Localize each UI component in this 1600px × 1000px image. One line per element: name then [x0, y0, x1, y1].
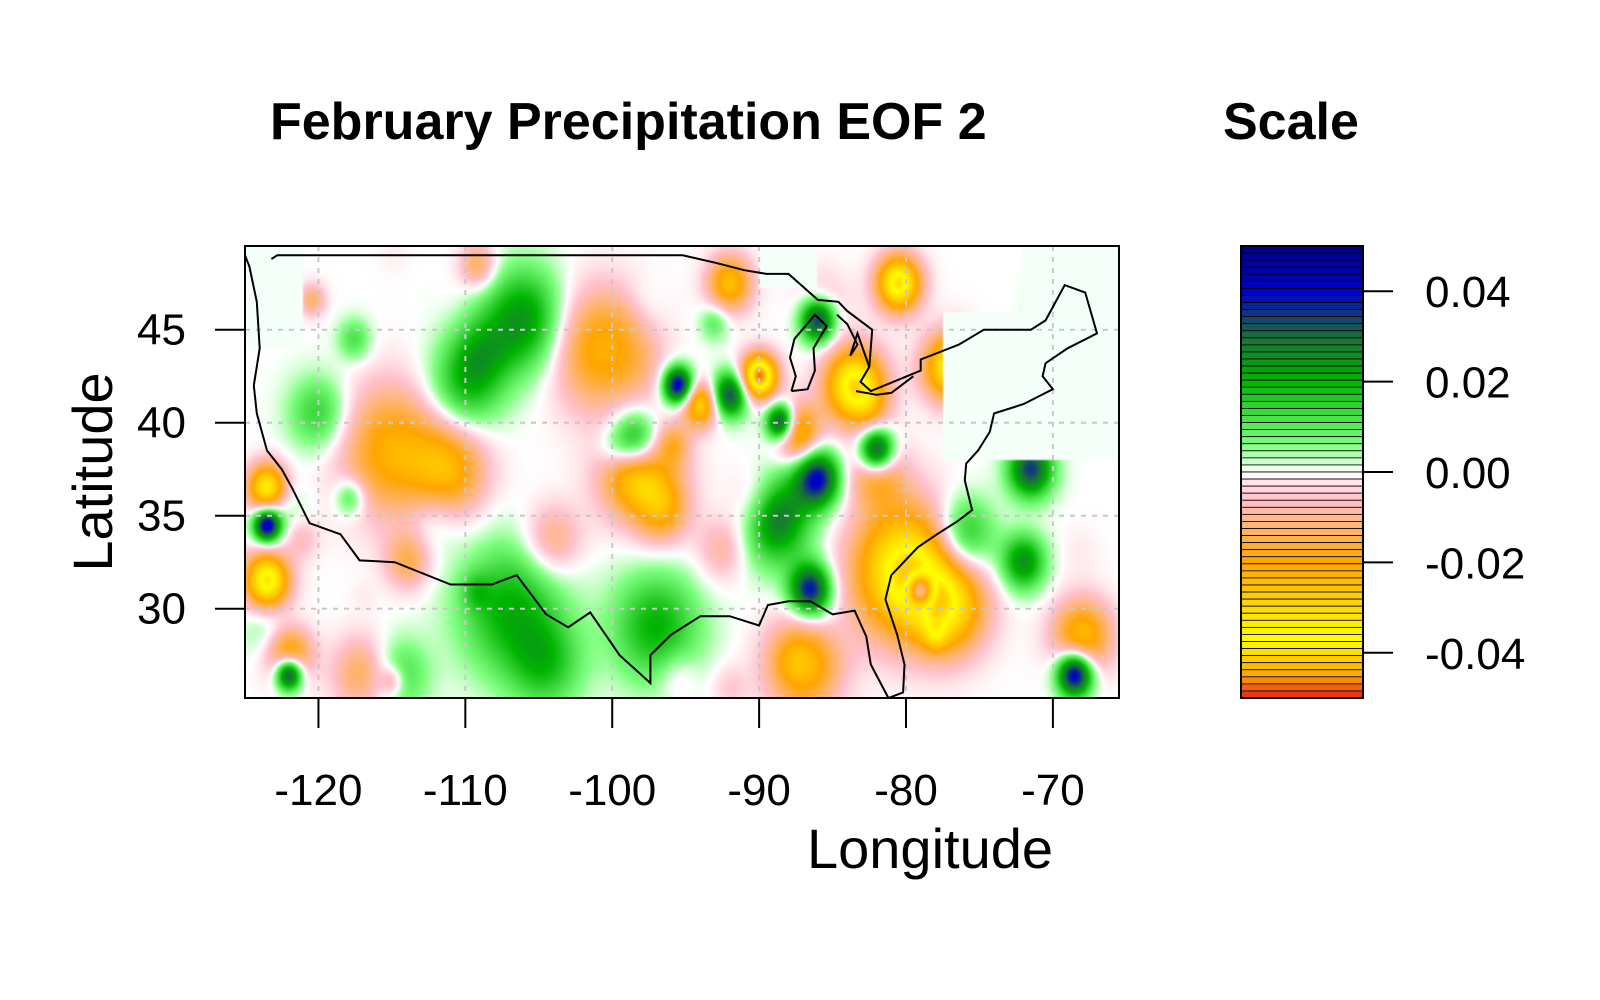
y-tick-label: 30 [137, 585, 186, 634]
colorbar-band [1241, 486, 1363, 493]
colorbar-band [1241, 338, 1363, 345]
colorbar-band [1241, 324, 1363, 331]
colorbar-band [1241, 634, 1363, 641]
colorbar-band [1241, 479, 1363, 486]
colorbar-band [1241, 401, 1363, 408]
colorbar-band [1241, 500, 1363, 507]
colorbar-band [1241, 366, 1363, 373]
colorbar-band [1241, 557, 1363, 564]
colorbar-tick-label: 0.04 [1425, 268, 1511, 317]
colorbar-band [1241, 649, 1363, 656]
y-axis-title: Latitude [61, 372, 124, 571]
colorbar-band [1241, 295, 1363, 302]
colorbar-band [1241, 281, 1363, 288]
y-tick-label: 35 [137, 492, 186, 541]
colorbar-band [1241, 260, 1363, 267]
colorbar-axis: 0.04 0.02 0.00 -0.02 -0.04 [1363, 268, 1525, 679]
colorbar-band [1241, 613, 1363, 620]
precipitation-heatmap [245, 246, 1119, 698]
colorbar-band [1241, 380, 1363, 387]
colorbar-band [1241, 529, 1363, 536]
colorbar-band [1241, 451, 1363, 458]
colorbar-band [1241, 677, 1363, 684]
colorbar-band [1241, 592, 1363, 599]
colorbar-band [1241, 465, 1363, 472]
colorbar-band [1241, 564, 1363, 571]
colorbar-band [1241, 310, 1363, 317]
colorbar-tick-label: 0.02 [1425, 359, 1511, 408]
colorbar [1241, 246, 1363, 698]
colorbar-band [1241, 430, 1363, 437]
colorbar-band [1241, 670, 1363, 677]
colorbar-band [1241, 493, 1363, 500]
x-axis-title: Longitude [807, 817, 1053, 880]
y-tick-label: 40 [137, 399, 186, 448]
colorbar-tick-label: -0.04 [1425, 630, 1525, 679]
colorbar-band [1241, 536, 1363, 543]
colorbar-band [1241, 571, 1363, 578]
colorbar-band [1241, 642, 1363, 649]
colorbar-band [1241, 345, 1363, 352]
colorbar-band [1241, 578, 1363, 585]
x-tick-label: -70 [1021, 766, 1085, 815]
colorbar-band [1241, 585, 1363, 592]
colorbar-band [1241, 550, 1363, 557]
x-tick-label: -100 [568, 766, 656, 815]
colorbar-band [1241, 359, 1363, 366]
colorbar-band [1241, 444, 1363, 451]
x-tick-label: -120 [274, 766, 362, 815]
colorbar-band [1241, 274, 1363, 281]
colorbar-band [1241, 599, 1363, 606]
y-axis: 30 35 40 45 [137, 306, 245, 634]
colorbar-band [1241, 437, 1363, 444]
colorbar-band [1241, 317, 1363, 324]
colorbar-band [1241, 663, 1363, 670]
colorbar-band [1241, 627, 1363, 634]
colorbar-band [1241, 507, 1363, 514]
colorbar-band [1241, 408, 1363, 415]
x-axis: -120 -110 -100 -90 -80 -70 [274, 698, 1084, 815]
x-tick-label: -110 [423, 766, 508, 815]
colorbar-band [1241, 267, 1363, 274]
colorbar-band [1241, 514, 1363, 521]
colorbar-band [1241, 303, 1363, 310]
colorbar-band [1241, 373, 1363, 380]
colorbar-band [1241, 458, 1363, 465]
colorbar-band [1241, 394, 1363, 401]
colorbar-band [1241, 521, 1363, 528]
colorbar-band [1241, 684, 1363, 691]
colorbar-band [1241, 288, 1363, 295]
colorbar-band [1241, 352, 1363, 359]
x-tick-label: -90 [727, 766, 791, 815]
colorbar-band [1241, 253, 1363, 260]
colorbar-band [1241, 423, 1363, 430]
colorbar-band [1241, 543, 1363, 550]
colorbar-band [1241, 691, 1363, 698]
colorbar-band [1241, 246, 1363, 253]
colorbar-band [1241, 472, 1363, 479]
colorbar-band [1241, 656, 1363, 663]
y-tick-label: 45 [137, 306, 186, 355]
colorbar-band [1241, 606, 1363, 613]
colorbar-band [1241, 416, 1363, 423]
colorbar-tick-label: 0.00 [1425, 449, 1511, 498]
colorbar-band [1241, 387, 1363, 394]
x-tick-label: -80 [874, 766, 938, 815]
colorbar-band [1241, 620, 1363, 627]
colorbar-tick-label: -0.02 [1425, 539, 1525, 588]
colorbar-band [1241, 331, 1363, 338]
